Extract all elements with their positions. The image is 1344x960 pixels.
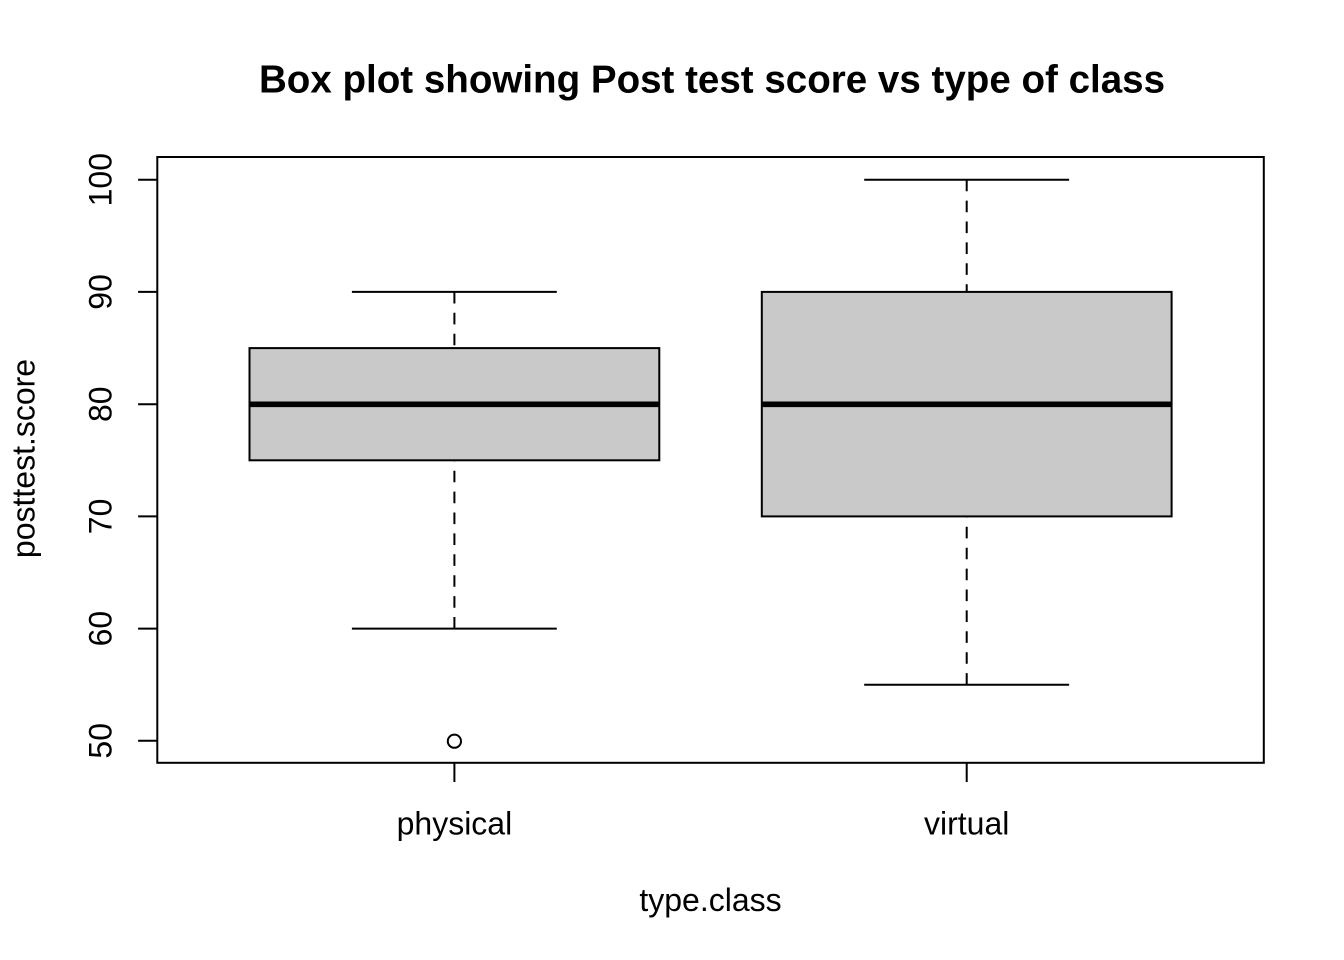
svg-text:100: 100 xyxy=(83,153,119,206)
svg-text:posttest.score: posttest.score xyxy=(6,359,42,558)
svg-text:Box plot showing Post test sco: Box plot showing Post test score vs type… xyxy=(259,58,1165,101)
svg-text:90: 90 xyxy=(83,274,119,310)
svg-text:50: 50 xyxy=(83,723,119,759)
svg-text:physical: physical xyxy=(397,806,513,842)
svg-text:type.class: type.class xyxy=(639,882,781,918)
svg-text:60: 60 xyxy=(83,611,119,647)
svg-text:80: 80 xyxy=(83,386,119,422)
svg-text:70: 70 xyxy=(83,499,119,535)
svg-text:virtual: virtual xyxy=(924,806,1009,842)
